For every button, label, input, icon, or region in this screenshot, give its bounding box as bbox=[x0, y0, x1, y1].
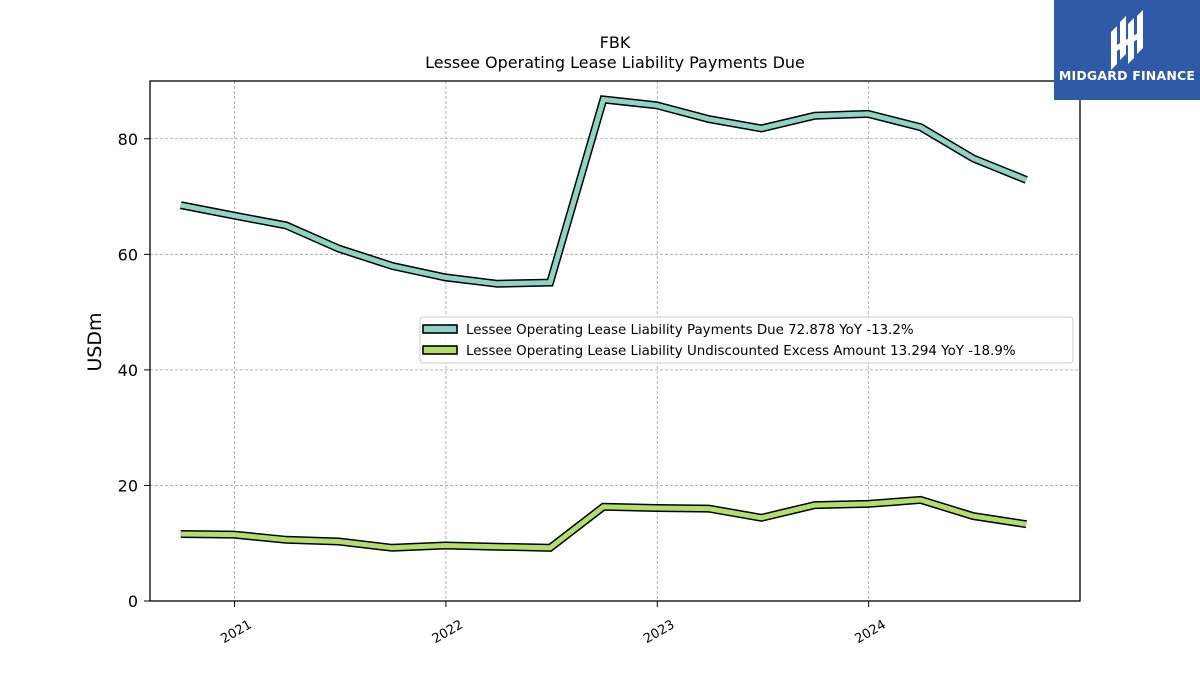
legend-entry: Lessee Operating Lease Liability Undisco… bbox=[466, 344, 1016, 359]
series-line bbox=[180, 96, 1028, 287]
y-tick-label: 80 bbox=[118, 130, 138, 149]
axis-ticks: 0 20 40 60 80 2021 2022 2023 2024 bbox=[118, 130, 889, 647]
y-tick-label: 60 bbox=[118, 245, 138, 264]
x-tick-label: 2023 bbox=[641, 617, 677, 647]
series-line bbox=[180, 497, 1027, 551]
brand-name: MIDGARD FINANCE bbox=[1058, 68, 1196, 83]
legend: Lessee Operating Lease Liability Payment… bbox=[419, 316, 1074, 364]
legend-entry: Lessee Operating Lease Liability Payment… bbox=[466, 323, 914, 338]
y-tick-label: 0 bbox=[128, 592, 138, 611]
x-tick-label: 2021 bbox=[218, 617, 254, 647]
series-lines bbox=[180, 95, 1028, 552]
legend-swatch bbox=[422, 324, 458, 334]
plot-frame bbox=[149, 80, 1081, 602]
x-tick-label: 2024 bbox=[852, 617, 888, 647]
legend-box bbox=[419, 316, 1074, 364]
midgard-logo-icon bbox=[1111, 10, 1143, 70]
chart-title: FBK bbox=[600, 33, 631, 52]
y-axis-label: USDm bbox=[84, 312, 106, 371]
y-tick-label: 20 bbox=[118, 476, 138, 495]
chart-subtitle: Lessee Operating Lease Liability Payment… bbox=[425, 53, 805, 72]
series-line-outline bbox=[180, 95, 1028, 288]
brand-logo: MIDGARD FINANCE bbox=[1054, 0, 1200, 100]
legend-swatch bbox=[422, 345, 458, 355]
x-tick-label: 2022 bbox=[430, 617, 466, 647]
y-tick-label: 40 bbox=[118, 361, 138, 380]
